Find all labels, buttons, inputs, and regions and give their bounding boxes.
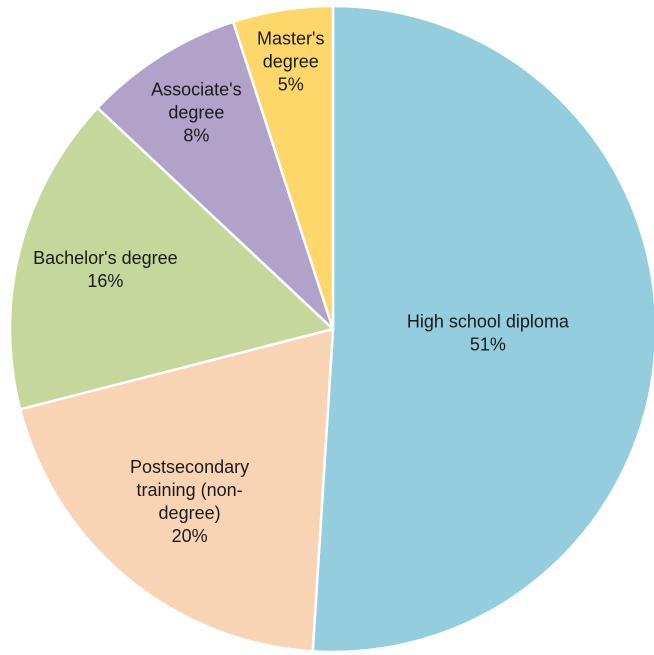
pie-category-label: Associate's [151, 79, 241, 99]
pie-value-label: 5% [278, 74, 304, 94]
pie-label-master-s-degree: Master's degree 5% [257, 28, 324, 94]
pie-category-label: degree [263, 51, 319, 71]
pie-slice-postsecondary-training-non-degree [18, 327, 335, 653]
pie-label-postsecondary-training-non-degree: Postsecondary training (non-degree) 20% [130, 457, 249, 546]
pie-value-label: 16% [87, 271, 123, 291]
pie-value-label: 20% [172, 526, 208, 546]
pie-slice-master-s-degree [231, 4, 335, 331]
pie-value-label: 8% [183, 125, 209, 145]
pie-slice-high-school-diploma [311, 4, 654, 654]
pie-labels: High school diploma 51% Postsecondary train… [33, 28, 570, 546]
pie-category-label: degree [168, 102, 224, 122]
pie-label-bachelor-s-degree: Bachelor's degree 16% [33, 248, 178, 291]
pie-slice-associate-s-degree [96, 20, 335, 331]
pie-category-label: Bachelor's degree [33, 248, 178, 268]
pie-slices [8, 4, 654, 654]
pie-category-label: degree) [159, 503, 221, 523]
pie-category-label: Postsecondary [130, 457, 249, 477]
pie-category-label: Master's [257, 28, 324, 48]
pie-label-high-school-diploma: High school diploma 51% [407, 311, 570, 354]
pie-label-associate-s-degree: Associate's degree 8% [151, 79, 241, 145]
pie-value-label: 51% [470, 334, 506, 354]
pie-category-label: High school diploma [407, 311, 570, 331]
pie-category-label: training (non- [137, 480, 243, 500]
pie-slice-bachelor-s-degree [8, 106, 335, 411]
